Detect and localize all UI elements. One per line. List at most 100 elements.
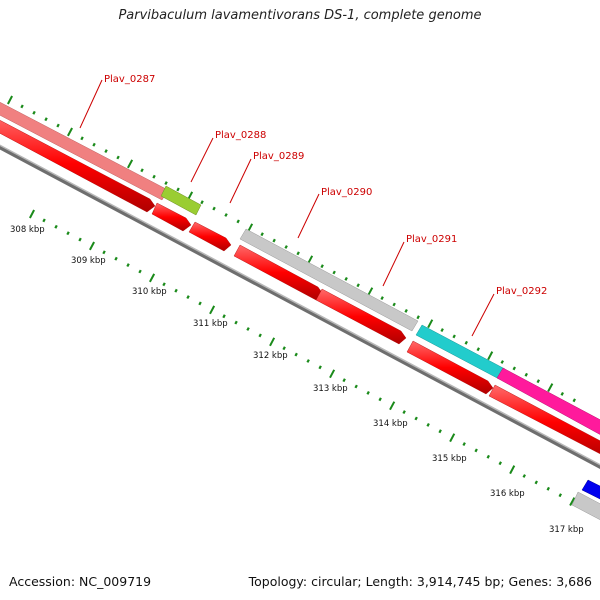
accession-label: Accession: NC_009719 xyxy=(9,574,152,589)
gene-bar-plav-0290[interactable] xyxy=(239,228,419,332)
cds-arrow[interactable] xyxy=(488,384,600,459)
minor-tick xyxy=(174,288,178,293)
gene-label-plav-0288[interactable]: Plav_0288 xyxy=(215,130,266,141)
major-tick xyxy=(67,127,73,137)
major-tick xyxy=(89,241,95,251)
minor-tick xyxy=(126,263,130,268)
major-tick xyxy=(149,273,156,283)
minor-tick xyxy=(296,251,300,256)
major-tick xyxy=(269,337,276,347)
minor-tick xyxy=(522,474,526,478)
label-leader-plav-0288 xyxy=(190,137,214,183)
minor-tick xyxy=(534,480,538,485)
gene-bar-pink[interactable] xyxy=(496,367,600,440)
minor-tick xyxy=(498,461,502,466)
minor-tick xyxy=(512,366,516,371)
minor-tick xyxy=(306,359,310,363)
minor-tick xyxy=(44,117,48,122)
label-leader-plav-0289 xyxy=(229,158,252,204)
minor-tick xyxy=(366,390,370,395)
minor-tick xyxy=(92,142,96,147)
kbp-label: 317 kbp xyxy=(549,525,584,535)
minor-tick xyxy=(416,315,420,320)
minor-tick xyxy=(80,136,84,141)
gene-bar-grey-lower[interactable] xyxy=(571,491,600,525)
minor-tick xyxy=(272,238,276,243)
minor-tick xyxy=(78,237,82,242)
gene-label-plav-0292[interactable]: Plav_0292 xyxy=(496,286,547,297)
minor-tick xyxy=(404,308,408,313)
genome-backbone xyxy=(0,145,600,469)
gene-bar-plav-0287[interactable] xyxy=(0,97,169,201)
minor-tick xyxy=(186,295,190,300)
minor-tick xyxy=(500,360,504,364)
gene-label-plav-0287[interactable]: Plav_0287 xyxy=(104,74,155,85)
minor-tick xyxy=(138,269,142,274)
minor-tick xyxy=(104,149,108,154)
kbp-label: 310 kbp xyxy=(132,287,167,297)
gene-label-plav-0291[interactable]: Plav_0291 xyxy=(406,234,457,245)
minor-tick xyxy=(536,379,540,384)
kbp-label: 309 kbp xyxy=(71,256,106,266)
minor-tick xyxy=(486,454,490,459)
minor-tick xyxy=(440,328,444,333)
minor-tick xyxy=(392,302,396,307)
minor-tick xyxy=(426,422,430,427)
cds-arrow[interactable] xyxy=(151,202,192,232)
gene-label-plav-0289[interactable]: Plav_0289 xyxy=(253,151,304,162)
gene-label-plav-0290[interactable]: Plav_0290 xyxy=(321,187,372,198)
minor-tick xyxy=(66,231,70,236)
minor-tick xyxy=(344,276,348,281)
minor-tick xyxy=(116,155,120,160)
minor-tick xyxy=(342,378,346,383)
cds-arrow[interactable] xyxy=(406,340,494,395)
minor-tick xyxy=(152,174,156,179)
minor-tick xyxy=(234,320,238,325)
major-tick xyxy=(509,465,516,475)
minor-tick xyxy=(318,365,322,370)
cds-arrow-row xyxy=(0,115,600,459)
minor-tick xyxy=(56,123,60,128)
label-leader-plav-0291 xyxy=(382,241,405,287)
gene-bar-blue[interactable] xyxy=(581,479,600,504)
kbp-label: 313 kbp xyxy=(313,384,348,394)
kbp-label: 312 kbp xyxy=(253,351,288,361)
gene-bar-plav-0288[interactable] xyxy=(160,185,202,216)
minor-tick xyxy=(438,429,442,434)
minor-tick xyxy=(164,181,168,186)
minor-tick xyxy=(54,224,58,229)
minor-tick xyxy=(200,200,204,205)
minor-tick xyxy=(102,250,106,255)
minor-tick xyxy=(176,187,180,192)
minor-tick xyxy=(32,110,36,115)
minor-tick xyxy=(378,397,382,402)
minor-tick xyxy=(260,232,264,237)
minor-tick xyxy=(464,340,468,345)
cds-arrow[interactable] xyxy=(188,221,232,252)
minor-tick xyxy=(140,168,144,173)
minor-tick xyxy=(212,206,216,211)
label-leader-plav-0287 xyxy=(79,79,103,129)
minor-tick xyxy=(354,384,358,389)
minor-tick xyxy=(258,333,262,338)
kbp-label: 314 kbp xyxy=(373,419,408,429)
cds-arrow[interactable] xyxy=(0,115,156,213)
genome-summary: Topology: circular; Length: 3,914,745 bp… xyxy=(248,574,592,589)
minor-tick xyxy=(524,372,528,377)
minor-tick xyxy=(162,282,166,287)
kbp-label: 311 kbp xyxy=(193,319,228,329)
genome-backbone-highlight xyxy=(0,144,600,466)
label-leader-plav-0292 xyxy=(471,293,495,337)
major-tick xyxy=(569,497,576,506)
label-leader-plav-0290 xyxy=(297,193,320,239)
major-tick xyxy=(547,383,554,392)
minor-tick xyxy=(114,256,118,261)
minor-tick xyxy=(572,398,576,403)
minor-tick xyxy=(224,213,228,217)
cds-arrow[interactable] xyxy=(315,288,407,345)
minor-tick xyxy=(294,352,298,357)
major-tick xyxy=(427,319,434,329)
minor-tick xyxy=(320,264,324,269)
minor-tick xyxy=(414,416,418,421)
